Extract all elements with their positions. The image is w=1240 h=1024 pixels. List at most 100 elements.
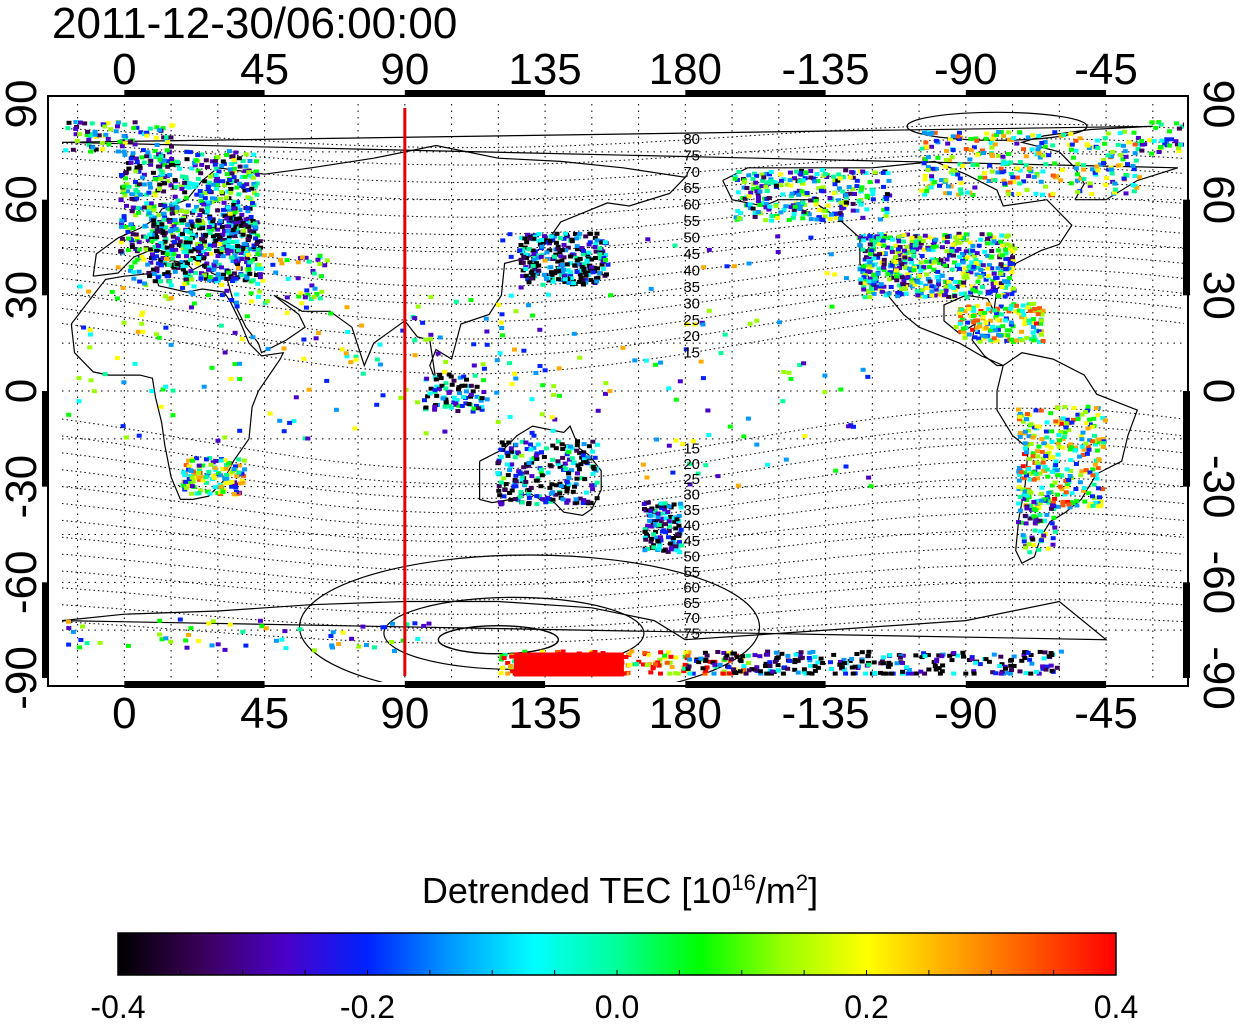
tec-pixel bbox=[902, 258, 908, 263]
tec-pixel bbox=[1001, 264, 1007, 269]
tec-pixel bbox=[146, 190, 152, 195]
tec-pixel bbox=[250, 201, 256, 205]
bottom-lon-label: 135 bbox=[508, 689, 581, 738]
tec-pixel bbox=[1073, 462, 1079, 466]
tec-pixel bbox=[155, 244, 161, 248]
tec-pixel bbox=[915, 293, 921, 298]
tec-pixel bbox=[876, 284, 882, 289]
tec-pixel bbox=[190, 181, 195, 186]
tec-pixel bbox=[749, 667, 755, 672]
tec-pixel bbox=[509, 654, 515, 659]
tec-pixel bbox=[1034, 669, 1039, 674]
tec-pixel bbox=[642, 548, 648, 553]
tec-pixel bbox=[786, 217, 792, 222]
tec-pixel bbox=[220, 232, 226, 237]
tec-pixel bbox=[1020, 487, 1026, 492]
tec-pixel bbox=[192, 247, 198, 252]
tec-pixel bbox=[527, 236, 533, 241]
tec-pixel bbox=[970, 327, 976, 332]
tec-pixel bbox=[236, 266, 241, 271]
tec-pixel bbox=[577, 231, 583, 236]
tec-pixel bbox=[135, 329, 141, 334]
tec-pixel bbox=[328, 311, 334, 316]
tec-pixel bbox=[140, 148, 146, 153]
tec-pixel bbox=[1123, 191, 1129, 196]
tec-pixel bbox=[674, 517, 680, 522]
tec-pixel bbox=[870, 188, 876, 193]
tec-pixel bbox=[935, 269, 941, 274]
tec-pixel bbox=[301, 337, 307, 342]
tec-pixel bbox=[88, 132, 94, 137]
tec-pixel bbox=[158, 203, 164, 207]
tec-pixel bbox=[479, 404, 485, 409]
tec-pixel bbox=[746, 194, 752, 199]
tec-pixel bbox=[118, 240, 124, 245]
tec-pixel bbox=[959, 317, 965, 322]
tec-pixel bbox=[1001, 178, 1007, 183]
tec-pixel bbox=[468, 383, 474, 388]
tec-pixel bbox=[1091, 416, 1097, 421]
map-title: 2011-12-30/06:00:00 bbox=[52, 0, 458, 48]
tec-pixel bbox=[539, 497, 545, 502]
tec-pixel bbox=[750, 206, 756, 211]
tec-pixel bbox=[194, 192, 200, 197]
tec-pixel bbox=[867, 266, 873, 271]
tec-pixel bbox=[1025, 135, 1031, 140]
tec-pixel bbox=[73, 132, 79, 137]
tec-pixel bbox=[78, 638, 84, 642]
tec-pixel bbox=[122, 141, 128, 146]
tec-pixel bbox=[1017, 181, 1023, 186]
tec-pixel bbox=[215, 155, 221, 159]
tec-pixel bbox=[602, 240, 608, 245]
tec-pixel bbox=[972, 253, 977, 258]
tec-pixel bbox=[147, 185, 153, 190]
tec-pixel bbox=[166, 159, 171, 164]
tec-pixel bbox=[888, 245, 894, 250]
tec-pixel bbox=[921, 265, 927, 270]
tec-pixel bbox=[909, 245, 915, 250]
tec-pixel bbox=[1052, 480, 1058, 485]
tec-pixel bbox=[1075, 412, 1081, 417]
tec-pixel bbox=[909, 235, 915, 240]
tec-pixel bbox=[168, 229, 173, 234]
tec-pixel bbox=[1028, 507, 1034, 512]
tec-pixel bbox=[832, 178, 838, 183]
tec-pixel bbox=[134, 238, 140, 243]
tec-pixel bbox=[850, 671, 856, 676]
tec-pixel bbox=[1040, 153, 1046, 158]
tec-pixel bbox=[131, 270, 137, 275]
tec-pixel bbox=[328, 634, 334, 638]
tec-pixel bbox=[230, 154, 236, 159]
tec-pixel bbox=[237, 207, 243, 212]
tec-pixel bbox=[748, 190, 754, 195]
tec-pixel bbox=[501, 656, 507, 661]
tec-pixel bbox=[1139, 148, 1145, 153]
tec-pixel bbox=[1131, 189, 1137, 194]
tec-pixel bbox=[860, 234, 866, 239]
tec-pixel bbox=[428, 332, 434, 337]
tec-pixel bbox=[927, 265, 932, 269]
tec-pixel bbox=[505, 661, 511, 665]
tec-pixel bbox=[642, 529, 648, 534]
tec-pixel bbox=[838, 200, 844, 205]
tec-pixel bbox=[119, 219, 125, 224]
tec-pixel bbox=[183, 195, 189, 200]
tec-pixel bbox=[203, 475, 209, 480]
tec-pixel bbox=[1083, 441, 1089, 446]
tec-pixel bbox=[310, 268, 316, 273]
tec-pixel bbox=[881, 262, 887, 267]
tec-pixel bbox=[1019, 315, 1025, 320]
tec-pixel bbox=[990, 136, 996, 141]
tec-pixel bbox=[251, 181, 257, 186]
tec-pixel bbox=[968, 290, 974, 295]
tec-pixel bbox=[712, 662, 718, 667]
tec-pixel bbox=[1037, 471, 1043, 476]
tec-pixel bbox=[1068, 147, 1074, 152]
tec-pixel bbox=[793, 190, 799, 195]
tec-pixel bbox=[854, 652, 860, 656]
tec-pixel bbox=[880, 170, 886, 175]
tec-pixel bbox=[1078, 176, 1084, 181]
tec-pixel bbox=[811, 176, 817, 181]
tec-pixel bbox=[229, 298, 235, 302]
